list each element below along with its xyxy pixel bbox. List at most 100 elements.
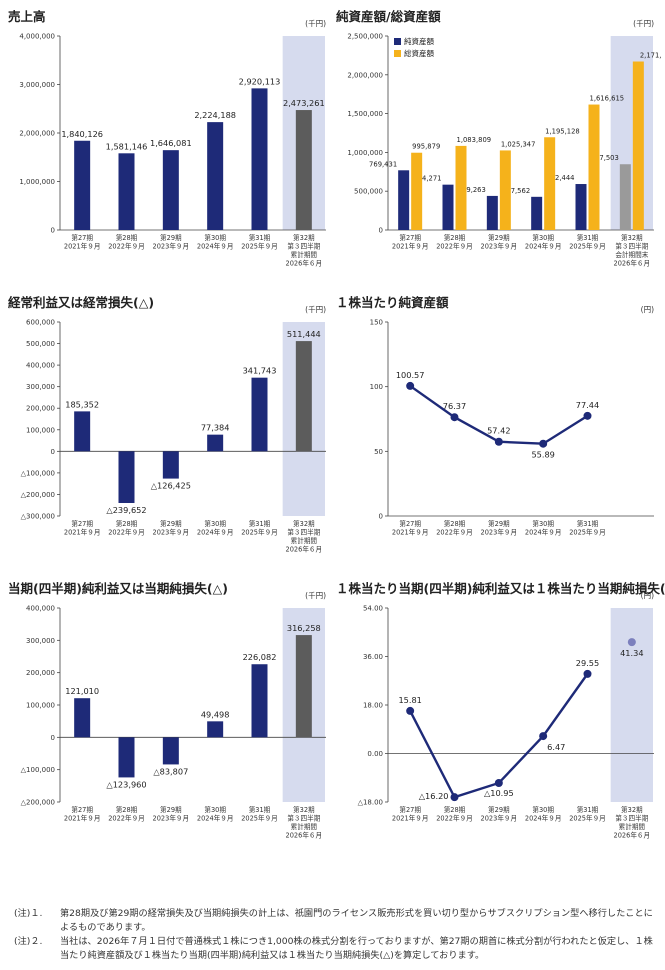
chart-net-income: 当期(四半期)純利益又は当期純損失(△) (千円) △200,000 △100,00… — [8, 578, 333, 848]
data-label: 185,352 — [65, 399, 99, 409]
y-tick-label: △200,000 — [21, 799, 55, 807]
data-label: 2,920,113 — [239, 76, 281, 86]
footnote-text: 第28期及び第29期の経常損失及び当期純損失の計上は、祇園門のライセンス販売形式… — [60, 908, 653, 933]
x-tick-label: 第27期 — [399, 519, 421, 528]
bar — [207, 721, 224, 738]
x-tick-label: 第27期 — [399, 805, 421, 814]
chart-title: 純資産額/総資産額 — [336, 9, 441, 24]
data-label: 2,171,246 — [640, 52, 661, 60]
x-tick-label: 第31期 — [249, 519, 271, 528]
y-tick-label: 300,000 — [26, 637, 55, 645]
data-label: 121,010 — [65, 686, 99, 696]
data-label: 847,503 — [591, 154, 619, 162]
data-label: △239,652 — [106, 505, 146, 515]
footnote-mark: (注)２. — [14, 936, 43, 947]
x-tick-label: 2026年６月 — [286, 831, 323, 840]
x-tick-label: 第28期 — [116, 233, 138, 242]
bar — [162, 737, 179, 765]
data-label: 49,498 — [201, 709, 230, 719]
data-label: 341,743 — [243, 366, 277, 376]
data-label: △16.20 — [419, 791, 449, 801]
y-tick-label: 400,000 — [26, 605, 55, 613]
y-tick-label: 600,000 — [26, 319, 55, 327]
bar — [295, 341, 312, 452]
x-tick-label: 累計期間 — [291, 536, 318, 545]
legend-swatch — [394, 50, 401, 57]
y-tick-label: 100,000 — [26, 702, 55, 710]
data-label: 1,581,146 — [106, 141, 148, 151]
chart-title: １株当たり純資産額 — [336, 295, 449, 310]
data-label: △123,960 — [106, 779, 146, 789]
x-tick-label: 2021年９月 — [392, 242, 429, 251]
y-tick-label: △100,000 — [21, 766, 55, 774]
bar — [575, 184, 587, 230]
bar — [162, 451, 179, 479]
x-tick-label: 2021年９月 — [392, 528, 429, 537]
chart-bps-plot: (円)050100150第27期2021年９月第28期2022年９月第29期20… — [370, 305, 654, 537]
unit-label: (円) — [641, 305, 654, 314]
y-tick-label: △18.00 — [358, 799, 383, 807]
y-tick-label: 0 — [51, 448, 55, 456]
x-tick-label: 第３四半期 — [287, 528, 320, 537]
y-tick-label: 4,000,000 — [19, 33, 55, 41]
x-tick-label: 第３四半期 — [615, 242, 648, 251]
data-label: △126,425 — [151, 481, 191, 491]
x-tick-label: 第28期 — [444, 805, 466, 814]
x-tick-label: 第31期 — [249, 805, 271, 814]
x-tick-label: 第32期 — [621, 805, 643, 814]
x-tick-label: 2022年９月 — [108, 242, 145, 251]
chart-net-assets: 純資産額/総資産額 (千円) 0 500,000 1,000,000 1,500,000… — [336, 6, 661, 276]
x-tick-label: 2021年９月 — [392, 814, 429, 823]
bar — [544, 137, 556, 230]
data-point — [494, 779, 503, 788]
bar — [455, 145, 467, 230]
x-tick-label: 2023年９月 — [481, 242, 518, 251]
y-tick-label: 100,000 — [26, 426, 55, 434]
chart-sales: 売上高 (千円) 0 1,000,000 2,000,000 3,000,000 4,00… — [8, 6, 333, 276]
x-tick-label: 累計期間 — [619, 822, 646, 831]
x-tick-label: 第29期 — [160, 805, 182, 814]
data-label: 29.55 — [576, 658, 599, 668]
x-tick-label: 第28期 — [444, 519, 466, 528]
data-label: 15.81 — [398, 695, 421, 705]
chart-title: 経常利益又は経常損失(△) — [8, 295, 155, 310]
bar — [207, 122, 224, 230]
x-tick-label: 2023年９月 — [481, 814, 518, 823]
x-tick-label: 2023年９月 — [153, 814, 190, 823]
data-label: 995,879 — [412, 143, 440, 151]
y-tick-label: 0 — [51, 734, 55, 742]
data-point — [539, 732, 548, 741]
y-tick-label: 2,000,000 — [347, 71, 383, 79]
data-point — [583, 669, 592, 678]
data-point — [406, 381, 415, 390]
data-label: △83,807 — [153, 766, 188, 776]
bar — [442, 184, 454, 230]
data-label: 316,258 — [287, 623, 321, 633]
unit-label: (円) — [641, 591, 654, 600]
x-tick-label: 2023年９月 — [153, 528, 190, 537]
bar — [295, 635, 312, 738]
data-point — [450, 793, 459, 802]
data-label: 2,224,188 — [194, 110, 236, 120]
highlight-band — [610, 608, 653, 802]
x-tick-label: 2023年９月 — [481, 528, 518, 537]
chart-eps: １株当たり当期(四半期)純利益又は１株当たり当期純損失(△) (円) △18.00… — [336, 578, 665, 848]
footnote: (注)１. 第28期及び第29期の経常損失及び当期純損失の計上は、祇園門のライセ… — [14, 907, 654, 935]
footnote-text: 当社は、2026年７月１日付で普通株式１株につき1,000株の株式分割を行ってお… — [60, 936, 653, 961]
x-tick-label: 第32期 — [621, 233, 643, 242]
x-tick-label: 第27期 — [71, 233, 93, 242]
x-tick-label: 2026年６月 — [286, 545, 323, 554]
data-label: 1,195,128 — [545, 127, 580, 135]
x-tick-label: 2024年９月 — [197, 814, 234, 823]
bar — [531, 196, 543, 230]
y-tick-label: 1,500,000 — [347, 110, 383, 118]
x-tick-label: 第30期 — [532, 233, 554, 242]
data-label: 1,616,615 — [590, 95, 625, 103]
data-point — [583, 411, 592, 420]
data-label: 592,444 — [546, 174, 574, 182]
bar — [499, 150, 511, 230]
x-tick-label: 第30期 — [204, 519, 226, 528]
x-tick-label: 2024年９月 — [525, 528, 562, 537]
x-tick-label: 会計期間末 — [615, 250, 648, 259]
chart-title: １株当たり当期(四半期)純利益又は１株当たり当期純損失(△) — [336, 581, 665, 596]
